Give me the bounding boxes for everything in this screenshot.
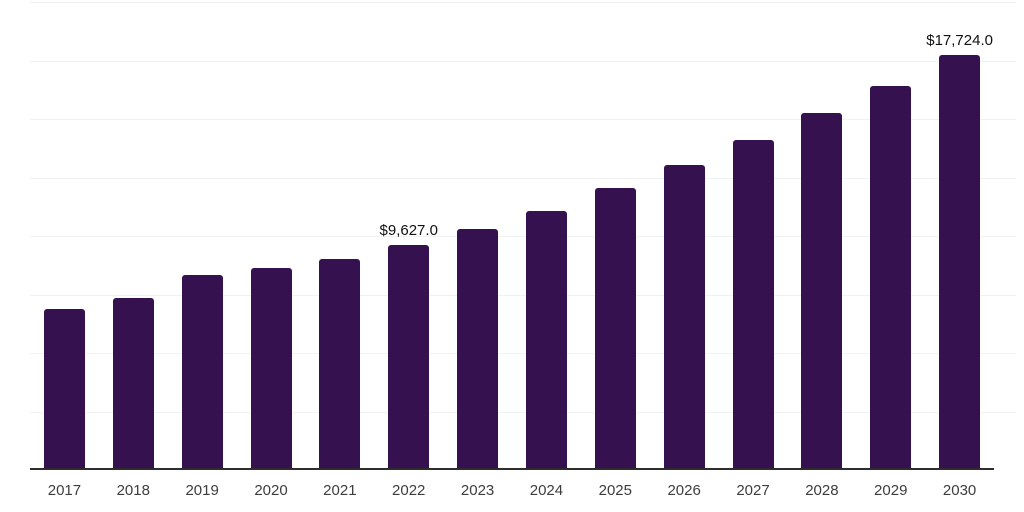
x-axis-line [30,468,994,470]
x-axis-labels: 2017 2018 2019 2020 2021 2022 2023 2024 2025 2026… [30,482,994,499]
bar-2019 [181,274,223,470]
bar-cell [30,0,99,470]
bar-2029 [870,86,912,470]
bar-2025 [594,187,636,470]
bar-cell: $9,627.0 [374,0,443,470]
bar-cell [305,0,374,470]
gridline [30,353,1016,354]
x-tick-label: 2019 [185,482,219,499]
bar-2024 [525,210,567,470]
x-tick-label: 2023 [460,482,495,499]
bar-cell [168,0,237,470]
bar-2022 [388,244,430,470]
bar-2027 [732,140,774,470]
bar-2021 [319,258,361,470]
gridline [30,119,1016,120]
bar-cell [443,0,512,470]
x-tick-label: 2027 [736,482,770,499]
gridline [30,60,1016,62]
bar-2026 [663,164,705,470]
x-tick-label: 2024 [529,482,564,499]
x-tick-label: 2029 [874,482,908,499]
x-tick-label: 2025 [598,482,632,499]
x-tick-label: 2028 [805,482,839,499]
x-tick-label: 2026 [667,482,701,499]
bar-2018 [112,297,154,470]
data-label-2030: $17,724.0 [926,32,993,50]
data-label-2022: $9,627.0 [379,221,438,239]
gridline [30,177,1016,179]
bar-cell [719,0,788,470]
bar-cell: $17,724.0 [925,0,994,470]
bar-cell [99,0,168,470]
x-tick-label: 2021 [323,482,357,499]
bar-cell [237,0,306,470]
x-tick-label: 2017 [47,482,82,499]
bar-cell [581,0,650,470]
bars: $9,627.0 $17,724.0 [30,0,994,470]
x-tick-label: 2030 [942,482,977,499]
gridlines [30,0,1016,470]
gridline [30,294,1016,296]
bar-cell [856,0,925,470]
bar-2028 [801,113,843,470]
x-tick-label: 2020 [254,482,288,499]
bar-2023 [457,228,499,470]
bar-2017 [43,309,85,470]
gridline [30,411,1016,413]
gridline [30,236,1016,237]
gridline [30,2,1016,3]
bar-cell [787,0,856,470]
x-tick-label: 2018 [116,482,150,499]
bar-2020 [250,267,292,470]
bar-cell [512,0,581,470]
bar-2030 [939,55,981,470]
bar-cell [650,0,719,470]
plot-area: $9,627.0 $17,724.0 [30,0,1016,470]
x-tick-label: 2022 [392,482,426,499]
